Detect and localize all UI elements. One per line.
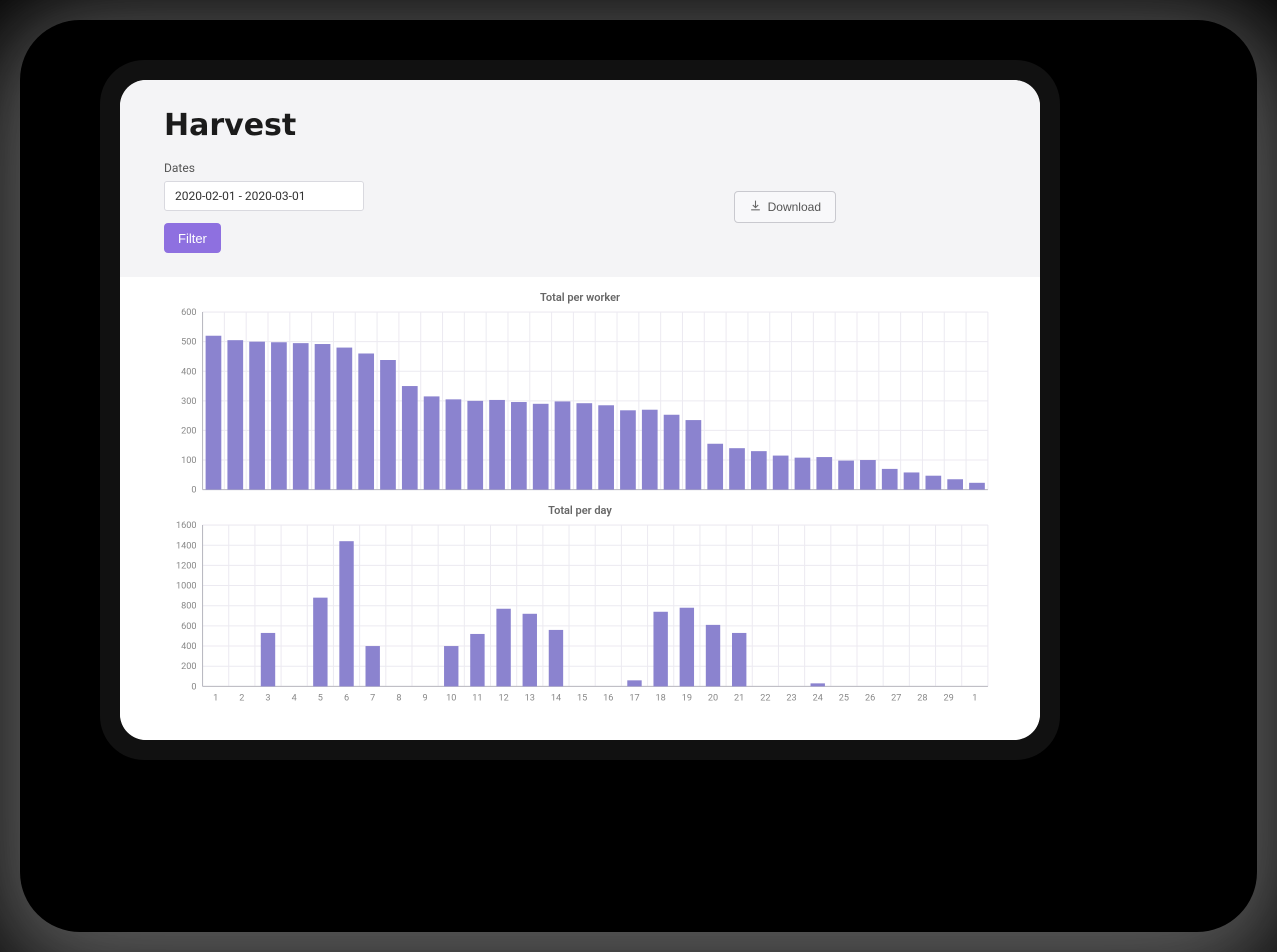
download-button[interactable]: Download	[734, 191, 836, 223]
dates-filter-group: Dates 2020-02-01 - 2020-03-01 Filter	[164, 161, 364, 253]
svg-text:25: 25	[839, 693, 849, 703]
svg-text:3: 3	[265, 693, 270, 703]
svg-text:200: 200	[181, 662, 196, 672]
header-panel: Harvest Dates 2020-02-01 - 2020-03-01 Fi…	[120, 80, 1040, 277]
chart-worker-title: Total per worker	[164, 291, 996, 304]
svg-text:100: 100	[181, 456, 196, 466]
date-range-value: 2020-02-01 - 2020-03-01	[175, 189, 305, 203]
svg-text:14: 14	[551, 693, 561, 703]
dates-label: Dates	[164, 161, 364, 175]
svg-text:500: 500	[181, 338, 196, 348]
svg-text:8: 8	[396, 693, 401, 703]
svg-text:0: 0	[191, 682, 196, 692]
svg-text:400: 400	[181, 367, 196, 377]
svg-text:1400: 1400	[176, 541, 197, 551]
svg-text:6: 6	[344, 693, 349, 703]
charts-area: Total per worker 0100200300400500600 Tot…	[120, 277, 1040, 740]
svg-text:28: 28	[917, 693, 927, 703]
page-title: Harvest	[164, 108, 996, 143]
chart-worker: 0 100 200 300 400 500 600	[164, 308, 996, 496]
svg-text:27: 27	[891, 693, 901, 703]
svg-text:24: 24	[813, 693, 823, 703]
svg-text:13: 13	[525, 693, 535, 703]
filter-button-label: Filter	[178, 231, 207, 246]
svg-text:400: 400	[181, 642, 196, 652]
screen: Harvest Dates 2020-02-01 - 2020-03-01 Fi…	[120, 80, 1040, 740]
chart-day-title: Total per day	[164, 504, 996, 517]
controls-row: Dates 2020-02-01 - 2020-03-01 Filter Dow	[164, 161, 996, 253]
svg-text:300: 300	[181, 397, 196, 407]
svg-text:5: 5	[318, 693, 323, 703]
svg-text:22: 22	[760, 693, 770, 703]
svg-text:600: 600	[181, 308, 196, 318]
svg-text:200: 200	[181, 426, 196, 436]
svg-text:1200: 1200	[176, 561, 197, 571]
svg-text:0: 0	[191, 486, 196, 496]
chart-day: 0200400600800100012001400160012345678910…	[164, 521, 996, 709]
svg-text:2: 2	[239, 693, 244, 703]
svg-text:23: 23	[786, 693, 796, 703]
svg-text:21: 21	[734, 693, 744, 703]
svg-text:12: 12	[498, 693, 508, 703]
svg-text:15: 15	[577, 693, 587, 703]
svg-text:7: 7	[370, 693, 375, 703]
svg-text:11: 11	[472, 693, 482, 703]
svg-text:4: 4	[292, 693, 297, 703]
svg-text:29: 29	[943, 693, 953, 703]
svg-text:1: 1	[213, 693, 218, 703]
date-range-input[interactable]: 2020-02-01 - 2020-03-01	[164, 181, 364, 211]
download-button-label: Download	[768, 200, 821, 214]
svg-text:1: 1	[972, 693, 977, 703]
svg-text:1600: 1600	[176, 521, 197, 531]
svg-text:17: 17	[629, 693, 639, 703]
download-icon	[749, 199, 762, 215]
tablet-frame: Harvest Dates 2020-02-01 - 2020-03-01 Fi…	[100, 60, 1060, 760]
svg-text:20: 20	[708, 693, 718, 703]
svg-text:16: 16	[603, 693, 613, 703]
chart-day-block: Total per day 0 200 400 600 800 1000 1200 1400 1…	[164, 504, 996, 709]
svg-text:18: 18	[656, 693, 666, 703]
svg-text:10: 10	[446, 693, 456, 703]
svg-text:19: 19	[682, 693, 692, 703]
chart-worker-block: Total per worker 0 100 200 300 400 500 600	[164, 291, 996, 496]
svg-text:26: 26	[865, 693, 875, 703]
svg-text:9: 9	[422, 693, 427, 703]
svg-text:1000: 1000	[176, 581, 197, 591]
filter-button[interactable]: Filter	[164, 223, 221, 253]
svg-text:800: 800	[181, 601, 196, 611]
svg-text:600: 600	[181, 622, 196, 632]
